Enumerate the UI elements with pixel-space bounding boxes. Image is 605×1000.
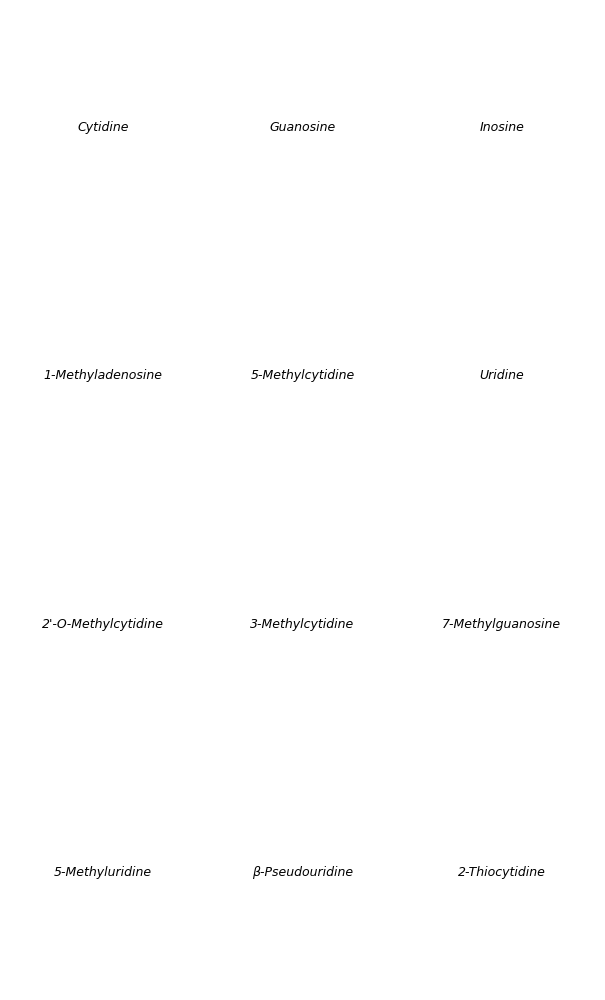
Text: 1-Methyladenosine: 1-Methyladenosine [44,369,163,382]
Text: 5-Methylcytidine: 5-Methylcytidine [250,369,355,382]
Text: 2-Thiocytidine: 2-Thiocytidine [458,866,546,879]
Text: β-Pseudouridine: β-Pseudouridine [252,866,353,879]
Text: Guanosine: Guanosine [269,121,336,134]
Text: 2'-O-Methylcytidine: 2'-O-Methylcytidine [42,618,164,631]
Text: 7-Methylguanosine: 7-Methylguanosine [442,618,561,631]
Text: Uridine: Uridine [480,369,524,382]
Text: 3-Methylcytidine: 3-Methylcytidine [250,618,355,631]
Text: 5-Methyluridine: 5-Methyluridine [54,866,152,879]
Text: Inosine: Inosine [479,121,525,134]
Text: Cytidine: Cytidine [77,121,129,134]
